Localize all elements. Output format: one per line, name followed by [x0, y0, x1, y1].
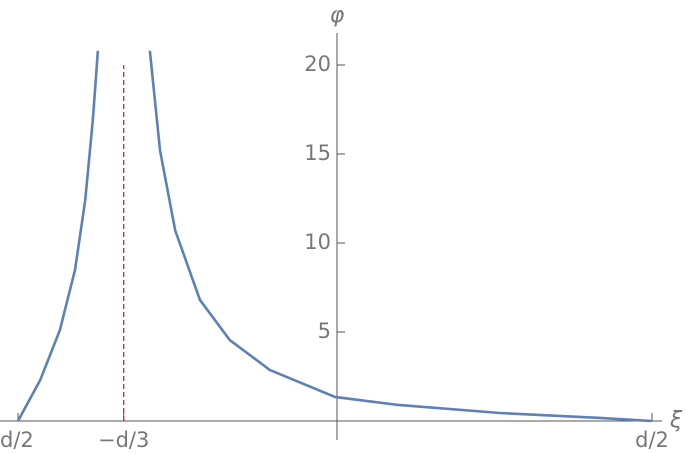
y-tick-label: 5 — [318, 319, 331, 343]
x-tick-label: d/2 — [0, 428, 34, 452]
x-axis-label: ξ — [669, 408, 683, 433]
y-tick-label: 15 — [304, 141, 331, 165]
x-tick-label: −d/3 — [98, 428, 149, 452]
y-tick-label: 20 — [304, 52, 331, 76]
x-tick-label: d/2 — [635, 428, 669, 452]
y-axis-label: φ — [330, 3, 345, 28]
curve — [16, 50, 653, 423]
y-tick-label: 10 — [304, 230, 331, 254]
